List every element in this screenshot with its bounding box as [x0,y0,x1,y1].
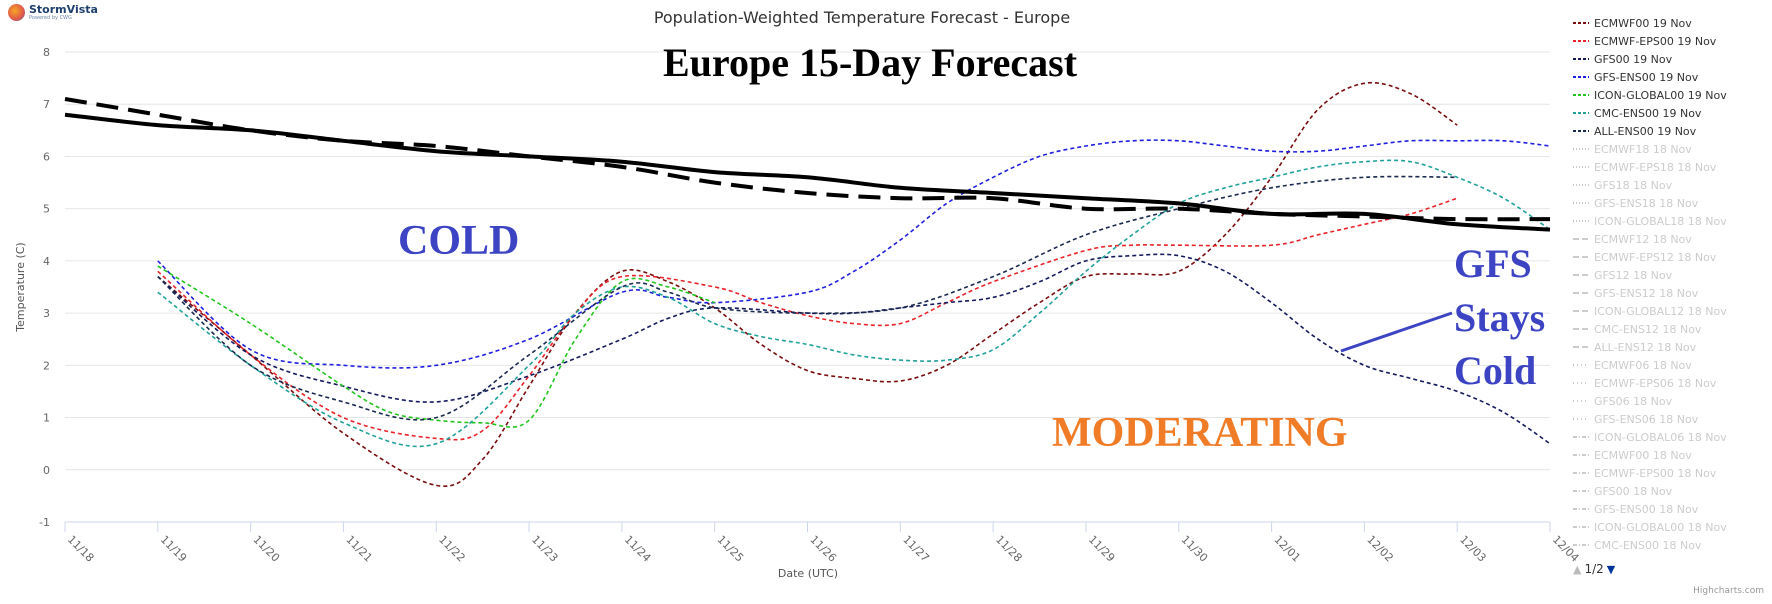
triangle-up-icon[interactable]: ▲ [1573,562,1582,576]
legend-item-label: GFS18 18 Nov [1594,179,1673,192]
legend-item-label: ECMWF-EPS00 19 Nov [1594,35,1717,48]
y-tick-label: 8 [43,46,50,59]
x-tick-label: 11/20 [251,533,283,565]
series-line-6 [157,175,1458,421]
legend-item-label: CMC-ENS00 19 Nov [1594,107,1702,120]
y-axis-label: Temperature (C) [14,242,27,332]
gfs-annotation-line: GFS [1454,241,1532,286]
headline-annotation: Europe 15-Day Forecast [663,40,1078,85]
y-tick-label: 0 [43,464,50,477]
series-line-2 [157,253,1551,445]
x-tick-label: 11/24 [622,533,654,565]
y-tick-label: 4 [43,255,50,268]
series-line-1 [157,197,1458,441]
highcharts-credit[interactable]: Highcharts.com [1693,586,1764,596]
x-tick-label: 11/28 [993,533,1025,565]
series-line-3 [157,139,1551,369]
x-tick-label: 11/18 [65,533,97,565]
x-tick-label: 11/21 [343,533,375,565]
legend-item-label: ECMWF00 19 Nov [1594,17,1692,30]
stormvista-logo-icon [8,4,25,21]
legend-item-label: GFS00 19 Nov [1594,53,1673,66]
legend-item-label: ALL-ENS00 19 Nov [1594,125,1697,138]
legend-item-label: ECMWF06 18 Nov [1594,359,1692,372]
legend-item-label: ECMWF-EPS06 18 Nov [1594,377,1717,390]
cold-annotation: COLD [398,218,519,264]
x-tick-label: 11/26 [807,533,839,565]
y-tick-label: 2 [43,359,50,372]
legend-item-label: ICON-GLOBAL12 18 Nov [1594,305,1727,318]
legend-item-label: GFS-ENS00 19 Nov [1594,71,1699,84]
y-tick-label: 7 [43,98,50,111]
legend-item-label: ICON-GLOBAL06 18 Nov [1594,431,1727,444]
legend-item-label: ALL-ENS12 18 Nov [1594,341,1697,354]
legend-item-label: ICON-GLOBAL18 18 Nov [1594,215,1727,228]
x-tick-label: 11/29 [1086,533,1118,565]
x-tick-label: 12/03 [1457,533,1489,565]
series-line-4 [157,265,715,428]
y-tick-label: 3 [43,307,50,320]
x-tick-label: 11/27 [900,533,932,565]
legend-item-label: GFS12 18 Nov [1594,269,1673,282]
y-tick-label: 5 [43,203,50,216]
x-tick-label: 11/19 [158,533,190,565]
series-line-7 [64,112,1551,232]
y-tick-label: 6 [43,150,50,163]
series-line-8 [64,97,1551,222]
legend-item-label: ICON-GLOBAL00 18 Nov [1594,521,1727,534]
gfs-annotation-arrow [1340,311,1453,353]
legend-item-label: ECMWF18 18 Nov [1594,143,1692,156]
legend-page-indicator: 1/2 [1584,562,1604,576]
legend-item-label: ICON-GLOBAL00 19 Nov [1594,89,1727,102]
legend-item-label: ECMWF-EPS18 18 Nov [1594,161,1717,174]
x-tick-label: 11/23 [529,533,561,565]
y-tick-label: 1 [43,412,50,425]
legend-item-label: GFS-ENS00 18 Nov [1594,503,1699,516]
logo-subtitle: Powered by CWG [29,15,72,21]
legend-item-label: CMC-ENS00 18 Nov [1594,539,1702,552]
stormvista-logo: StormVista Powered by CWG [8,4,98,21]
x-axis-label: Date (UTC) [778,567,838,580]
x-tick-label: 12/04 [1550,533,1582,565]
gfs-annotation-line: Cold [1454,348,1536,393]
logo-text: StormVista Powered by CWG [29,4,98,21]
logo-name: StormVista [29,3,98,16]
legend-item-label: ECMWF00 18 Nov [1594,449,1692,462]
legend-item-label: GFS-ENS06 18 Nov [1594,413,1699,426]
x-tick-label: 11/22 [436,533,468,565]
legend-item-label: GFS-ENS18 18 Nov [1594,197,1699,210]
y-tick-label: -1 [39,516,50,529]
moderating-annotation: MODERATING [1052,410,1348,456]
x-tick-label: 12/01 [1271,533,1303,565]
legend-item-label: ECMWF12 18 Nov [1594,233,1692,246]
legend-item-label: CMC-ENS12 18 Nov [1594,323,1702,336]
legend-item-label: GFS06 18 Nov [1594,395,1673,408]
legend-item-label: ECMWF-EPS00 18 Nov [1594,467,1717,480]
gfs-annotation-line: Stays [1454,295,1545,340]
x-tick-label: 12/02 [1364,533,1396,565]
x-tick-label: 11/25 [715,533,747,565]
legend-item-label: GFS00 18 Nov [1594,485,1673,498]
legend-item-label: ECMWF-EPS12 18 Nov [1594,251,1717,264]
chart-title: Population-Weighted Temperature Forecast… [654,8,1070,27]
legend-pager[interactable]: ▲ 1/2 ▼ [1573,562,1615,576]
triangle-down-icon[interactable]: ▼ [1606,562,1616,576]
legend-item-label: GFS-ENS12 18 Nov [1594,287,1699,300]
x-tick-label: 11/30 [1179,533,1211,565]
series-line-5 [157,159,1551,448]
